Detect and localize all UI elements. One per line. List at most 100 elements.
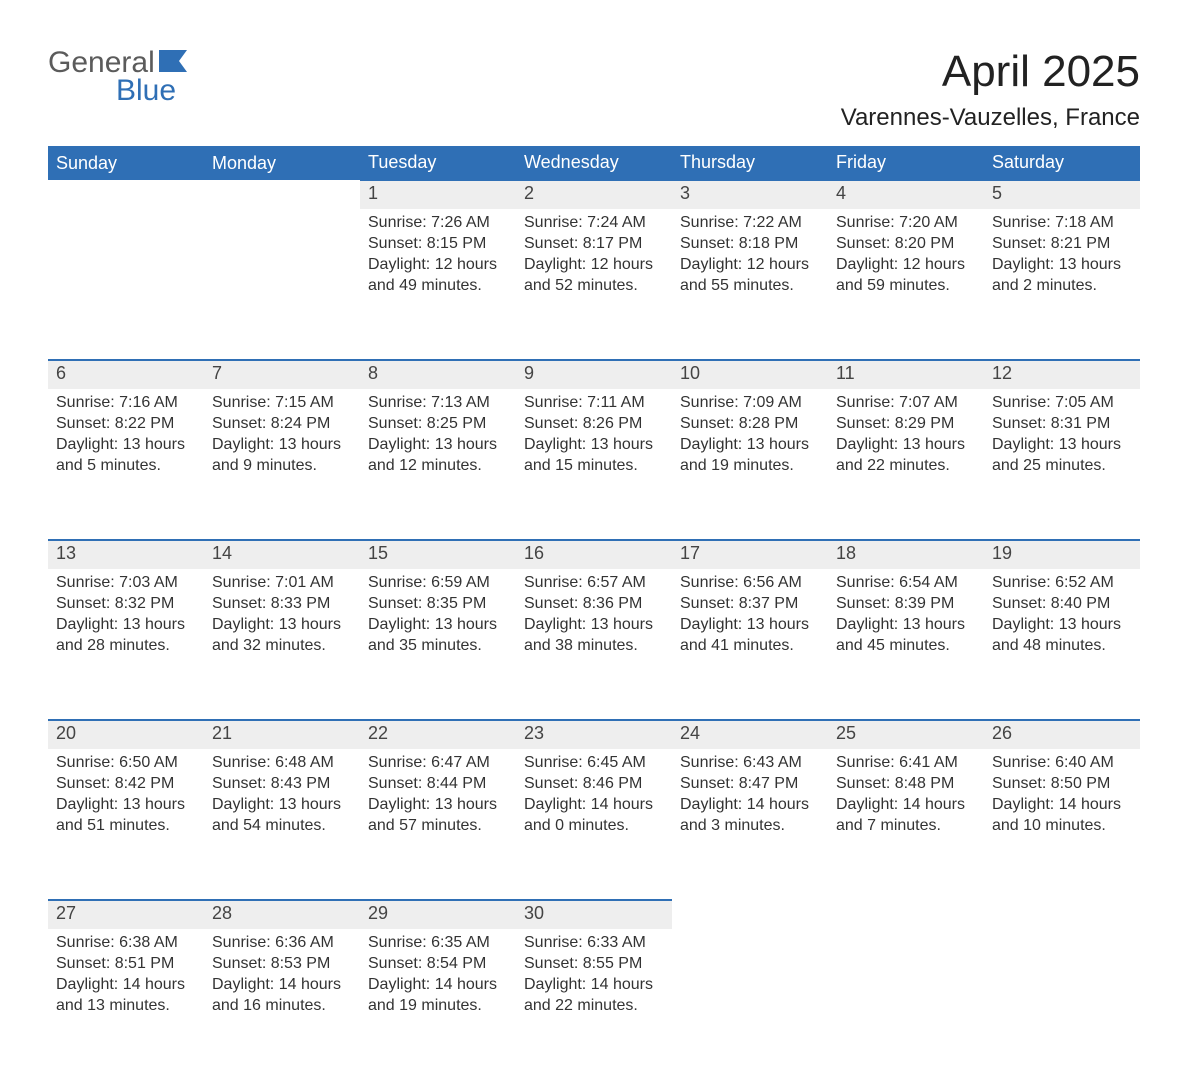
day-number [828, 900, 984, 929]
daylight-text-2: and 7 minutes. [836, 816, 976, 837]
day-cell: Sunrise: 6:38 AMSunset: 8:51 PMDaylight:… [48, 929, 204, 1079]
day-cell: Sunrise: 6:40 AMSunset: 8:50 PMDaylight:… [984, 749, 1140, 900]
sunrise-text: Sunrise: 6:47 AM [368, 753, 508, 774]
day-cell: Sunrise: 7:03 AMSunset: 8:32 PMDaylight:… [48, 569, 204, 720]
daylight-text-1: Daylight: 13 hours [212, 795, 352, 816]
daylight-text-2: and 3 minutes. [680, 816, 820, 837]
day-number [984, 900, 1140, 929]
day-number: 29 [360, 900, 516, 929]
daylight-text-2: and 16 minutes. [212, 996, 352, 1017]
day-number [672, 900, 828, 929]
day-number: 6 [48, 360, 204, 389]
sunset-text: Sunset: 8:24 PM [212, 414, 352, 435]
daylight-text-1: Daylight: 13 hours [56, 795, 196, 816]
sunset-text: Sunset: 8:35 PM [368, 594, 508, 615]
content-row: Sunrise: 7:03 AMSunset: 8:32 PMDaylight:… [48, 569, 1140, 720]
daylight-text-1: Daylight: 14 hours [524, 795, 664, 816]
day-cell: Sunrise: 6:45 AMSunset: 8:46 PMDaylight:… [516, 749, 672, 900]
daylight-text-1: Daylight: 13 hours [836, 435, 976, 456]
sunrise-text: Sunrise: 7:22 AM [680, 213, 820, 234]
day-number: 20 [48, 720, 204, 749]
day-number: 30 [516, 900, 672, 929]
day-cell: Sunrise: 6:36 AMSunset: 8:53 PMDaylight:… [204, 929, 360, 1079]
sunrise-text: Sunrise: 7:24 AM [524, 213, 664, 234]
day-cell: Sunrise: 6:57 AMSunset: 8:36 PMDaylight:… [516, 569, 672, 720]
sunrise-text: Sunrise: 6:38 AM [56, 933, 196, 954]
sunset-text: Sunset: 8:20 PM [836, 234, 976, 255]
sunrise-text: Sunrise: 6:52 AM [992, 573, 1132, 594]
sunset-text: Sunset: 8:39 PM [836, 594, 976, 615]
sunset-text: Sunset: 8:54 PM [368, 954, 508, 975]
sunset-text: Sunset: 8:50 PM [992, 774, 1132, 795]
day-number: 28 [204, 900, 360, 929]
daylight-text-1: Daylight: 13 hours [56, 435, 196, 456]
day-number: 21 [204, 720, 360, 749]
daylight-text-1: Daylight: 12 hours [524, 255, 664, 276]
daylight-text-1: Daylight: 13 hours [524, 435, 664, 456]
sunset-text: Sunset: 8:48 PM [836, 774, 976, 795]
daynum-row: 20212223242526 [48, 720, 1140, 749]
daylight-text-1: Daylight: 12 hours [368, 255, 508, 276]
sunrise-text: Sunrise: 6:40 AM [992, 753, 1132, 774]
daylight-text-1: Daylight: 14 hours [680, 795, 820, 816]
day-number: 23 [516, 720, 672, 749]
day-number: 19 [984, 540, 1140, 569]
sunset-text: Sunset: 8:26 PM [524, 414, 664, 435]
daylight-text-1: Daylight: 14 hours [368, 975, 508, 996]
day-cell: Sunrise: 6:43 AMSunset: 8:47 PMDaylight:… [672, 749, 828, 900]
day-number: 25 [828, 720, 984, 749]
sunrise-text: Sunrise: 7:16 AM [56, 393, 196, 414]
sunset-text: Sunset: 8:47 PM [680, 774, 820, 795]
daylight-text-2: and 48 minutes. [992, 636, 1132, 657]
day-number: 10 [672, 360, 828, 389]
sunset-text: Sunset: 8:21 PM [992, 234, 1132, 255]
day-number: 8 [360, 360, 516, 389]
sunset-text: Sunset: 8:46 PM [524, 774, 664, 795]
weekday-header: Friday [828, 146, 984, 180]
day-number: 18 [828, 540, 984, 569]
daylight-text-1: Daylight: 13 hours [992, 615, 1132, 636]
sunset-text: Sunset: 8:25 PM [368, 414, 508, 435]
sunset-text: Sunset: 8:31 PM [992, 414, 1132, 435]
daylight-text-2: and 52 minutes. [524, 276, 664, 297]
daylight-text-1: Daylight: 14 hours [992, 795, 1132, 816]
weekday-header: Sunday [48, 146, 204, 180]
sunrise-text: Sunrise: 7:07 AM [836, 393, 976, 414]
daylight-text-1: Daylight: 13 hours [212, 615, 352, 636]
day-cell [828, 929, 984, 1079]
daylight-text-1: Daylight: 14 hours [56, 975, 196, 996]
day-number: 16 [516, 540, 672, 569]
day-cell: Sunrise: 7:09 AMSunset: 8:28 PMDaylight:… [672, 389, 828, 540]
day-cell: Sunrise: 7:07 AMSunset: 8:29 PMDaylight:… [828, 389, 984, 540]
day-cell: Sunrise: 6:35 AMSunset: 8:54 PMDaylight:… [360, 929, 516, 1079]
daylight-text-2: and 32 minutes. [212, 636, 352, 657]
calendar-page: General Blue April 2025 Varennes-Vauzell… [0, 0, 1188, 918]
sunrise-text: Sunrise: 7:26 AM [368, 213, 508, 234]
daylight-text-1: Daylight: 13 hours [368, 795, 508, 816]
sunrise-text: Sunrise: 7:11 AM [524, 393, 664, 414]
sunset-text: Sunset: 8:29 PM [836, 414, 976, 435]
sunset-text: Sunset: 8:51 PM [56, 954, 196, 975]
logo-text-2: Blue [116, 76, 176, 106]
daylight-text-2: and 5 minutes. [56, 456, 196, 477]
daylight-text-1: Daylight: 13 hours [212, 435, 352, 456]
daylight-text-2: and 22 minutes. [836, 456, 976, 477]
day-number: 4 [828, 180, 984, 209]
day-number: 12 [984, 360, 1140, 389]
day-number: 17 [672, 540, 828, 569]
day-cell: Sunrise: 6:59 AMSunset: 8:35 PMDaylight:… [360, 569, 516, 720]
day-number: 7 [204, 360, 360, 389]
content-row: Sunrise: 7:16 AMSunset: 8:22 PMDaylight:… [48, 389, 1140, 540]
day-number: 14 [204, 540, 360, 569]
sunrise-text: Sunrise: 7:09 AM [680, 393, 820, 414]
weekday-header: Saturday [984, 146, 1140, 180]
logo: General Blue [48, 48, 191, 106]
sunset-text: Sunset: 8:18 PM [680, 234, 820, 255]
day-number: 5 [984, 180, 1140, 209]
daylight-text-1: Daylight: 14 hours [524, 975, 664, 996]
daylight-text-2: and 35 minutes. [368, 636, 508, 657]
sunset-text: Sunset: 8:32 PM [56, 594, 196, 615]
weekday-header: Wednesday [516, 146, 672, 180]
day-cell [672, 929, 828, 1079]
sunset-text: Sunset: 8:36 PM [524, 594, 664, 615]
